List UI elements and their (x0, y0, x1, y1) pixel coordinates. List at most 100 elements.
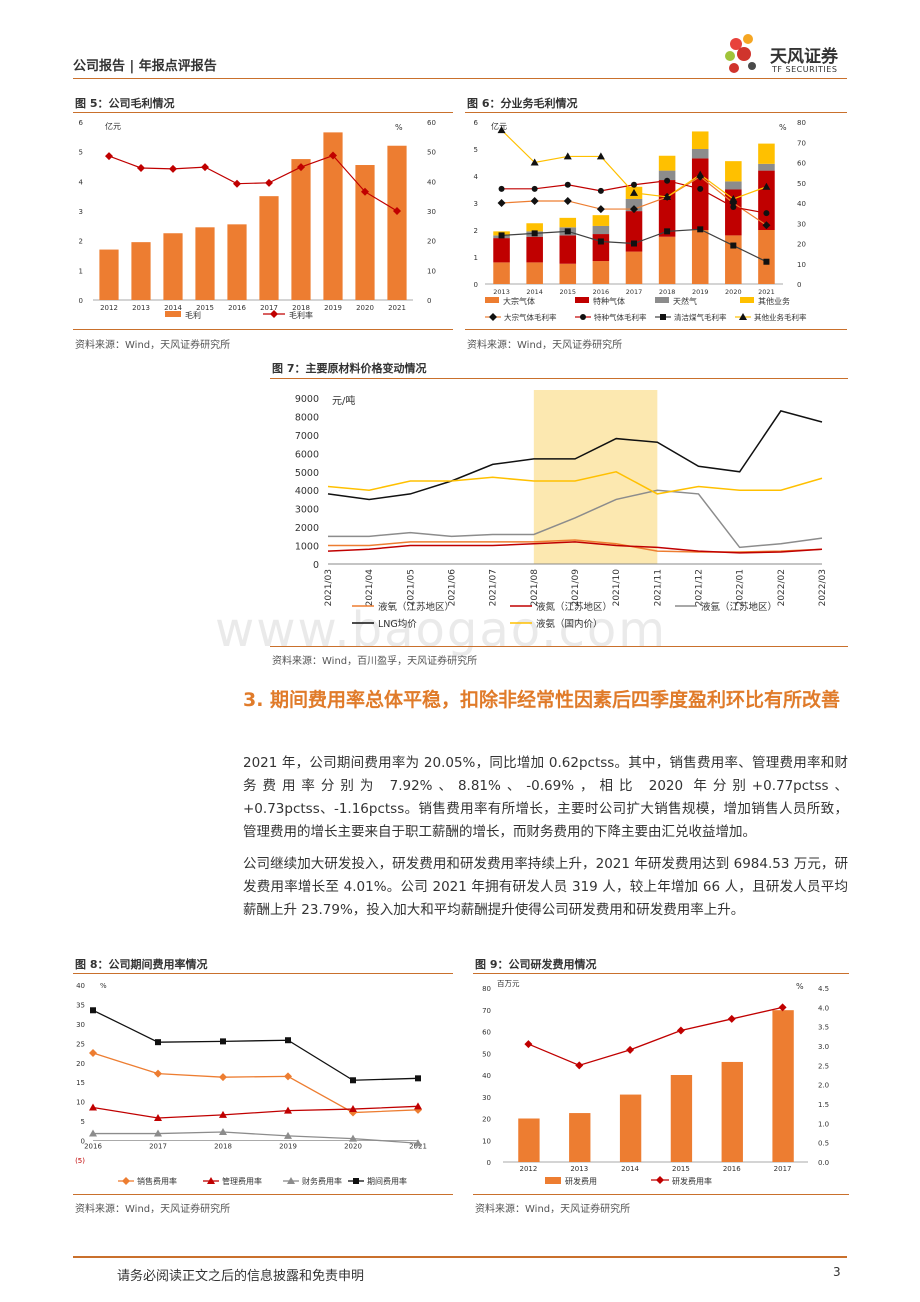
fig9-line-point (778, 1003, 787, 1012)
fig5-y-tick: 4 (79, 178, 84, 186)
fig6-bar-segment (758, 143, 775, 164)
fig8-y-tick: 5 (81, 1118, 85, 1126)
fig6-bar-segment (592, 225, 610, 235)
fig8-legend-marker (353, 1178, 359, 1184)
disclaimer: 请务必阅读正文之后的信息披露和免责申明 (117, 1269, 365, 1284)
fig8-legend-item: 销售费用率 (137, 1176, 177, 1186)
fig9-x-tick: 2016 (723, 1165, 741, 1173)
brand-name-en: TF SECURITIES (772, 65, 838, 74)
fig5-bar (323, 132, 343, 300)
fig9-title-rule (473, 973, 849, 974)
fig7-y-tick: 5000 (295, 468, 319, 479)
fig6-legend-swatch (575, 297, 589, 303)
fig6-y2-tick: 50 (797, 180, 806, 188)
fig7-y-tick: 2000 (295, 523, 319, 534)
fig6-bar-segment (758, 163, 775, 171)
fig5-line-point (393, 207, 401, 215)
fig9-bar (518, 1118, 540, 1162)
fig9-y-tick: 80 (482, 985, 491, 993)
fig5-y2-tick: 50 (427, 149, 436, 157)
fig7-ylabel: 元/吨 (332, 394, 355, 407)
fig8-y-tick: 40 (76, 982, 85, 990)
fig9-x-tick: 2014 (621, 1165, 639, 1173)
fig8-line-3 (92, 1009, 419, 1081)
fig8-line-point (219, 1128, 227, 1135)
tf-securities-logo-icon (725, 34, 756, 73)
fig6-x-tick: 2014 (526, 288, 543, 296)
fig6-line-point (664, 228, 671, 235)
fig6-bar-segment (725, 189, 742, 236)
fig6-bar-segment (526, 223, 543, 232)
fig8-legend-item: 财务费用率 (302, 1176, 342, 1186)
paragraph-1: 2021 年，公司期间费用率为 20.05%，同比增加 0.62pctss。其中… (243, 755, 848, 840)
fig6-line-point (596, 152, 605, 160)
fig9-line-point (575, 1061, 584, 1070)
fig6-bar-segment (625, 251, 643, 284)
fig9-legend-rd: 研发费用 (565, 1176, 597, 1186)
fig6-y-tick: 5 (474, 146, 478, 154)
fig8-x-tick: 2016 (84, 1143, 102, 1151)
fig8-y-tick: (5) (75, 1157, 85, 1165)
fig7-y-tick: 3000 (295, 505, 319, 516)
fig5-bar (387, 145, 407, 300)
fig8-line-point (349, 1134, 357, 1142)
fig6-legend-item: 特种气体毛利率 (594, 312, 647, 322)
fig8-line-1 (92, 1105, 419, 1119)
fig6-bar-segment (758, 230, 775, 284)
fig9-bar (619, 1094, 642, 1162)
fig8-legend-item: 期间费用率 (367, 1176, 407, 1186)
fig7-legend-item: 液氧（江苏地区） (378, 601, 454, 613)
fig6-bar-segment (559, 263, 577, 284)
fig8-line-point (154, 1129, 162, 1137)
fig8-line-0 (92, 1052, 419, 1114)
fig6-bar-segment (658, 236, 676, 284)
fig6-y2-tick: 30 (797, 220, 806, 228)
fig8-line-point (284, 1131, 292, 1139)
fig5-legend-margin: 毛利率 (289, 310, 313, 320)
fig9-x-tick: 2017 (774, 1165, 792, 1173)
fig9-chart: 0 10 20 30 40 50 60 70 80 0.0 0.5 1.0 1.5 2.0 2.5 3.0 3.… (482, 979, 829, 1186)
fig7-line-1 (327, 541, 823, 554)
fig8-line-point (414, 1102, 422, 1110)
fig5-bar (195, 227, 215, 300)
fig6-legend-item: 其他业务 (758, 296, 790, 306)
fig8-title-rule (73, 973, 453, 974)
fig5-source: 资料来源：Wind，天风证券研究所 (75, 340, 231, 351)
fig8-y-tick: 15 (76, 1079, 85, 1087)
fig6-y-tick: 4 (474, 173, 479, 181)
fig7-x-tick: 2022/01 (736, 569, 746, 606)
fig7-y-tick: 9000 (295, 394, 319, 405)
fig6-line-point (762, 182, 771, 190)
fig6-bar-segment (725, 181, 742, 190)
fig5-x-tick: 2013 (132, 304, 150, 312)
fig6-line-point (564, 228, 571, 235)
fig9-y2-tick: 4.5 (818, 985, 829, 993)
fig6-bar-segment (691, 230, 709, 284)
fig7-legend-item: 液氮（江苏地区） (536, 601, 612, 613)
fig6-bar-segment (493, 262, 510, 284)
fig8-line-point (89, 1049, 97, 1058)
fig8-line-point (154, 1069, 162, 1078)
fig6-bar-segment (559, 235, 577, 264)
fig9-line-point (626, 1045, 635, 1054)
fig6-line-point (664, 177, 671, 184)
fig9-y2-tick: 4.0 (818, 1004, 829, 1012)
fig7-legend-item: 液氩（江苏地区） (701, 601, 777, 613)
fig7-line-2 (328, 489, 823, 549)
fig9-source: 资料来源：Wind，天风证券研究所 (475, 1204, 631, 1215)
fig7-y-tick: 7000 (295, 431, 319, 442)
fig9-y-tick: 0 (487, 1159, 491, 1167)
fig7-x-tick: 2021/05 (406, 569, 416, 606)
fig6-line-point (531, 185, 538, 192)
fig9-y-tick: 40 (482, 1072, 491, 1080)
fig6-line-point (631, 240, 637, 247)
fig9-bar (670, 1075, 693, 1162)
fig5-x-tick: 2019 (324, 304, 342, 312)
fig7-y-tick: 4000 (295, 486, 319, 497)
fig9-y2-tick: 0.0 (818, 1159, 829, 1167)
fig6-x-tick: 2019 (692, 288, 709, 296)
fig8-line-point (89, 1103, 97, 1111)
fig7-legend-item: 液氨（国内价） (536, 618, 603, 630)
fig7-x-tick: 2021/08 (530, 569, 540, 607)
fig9-ylabel-left: 百万元 (497, 979, 520, 988)
